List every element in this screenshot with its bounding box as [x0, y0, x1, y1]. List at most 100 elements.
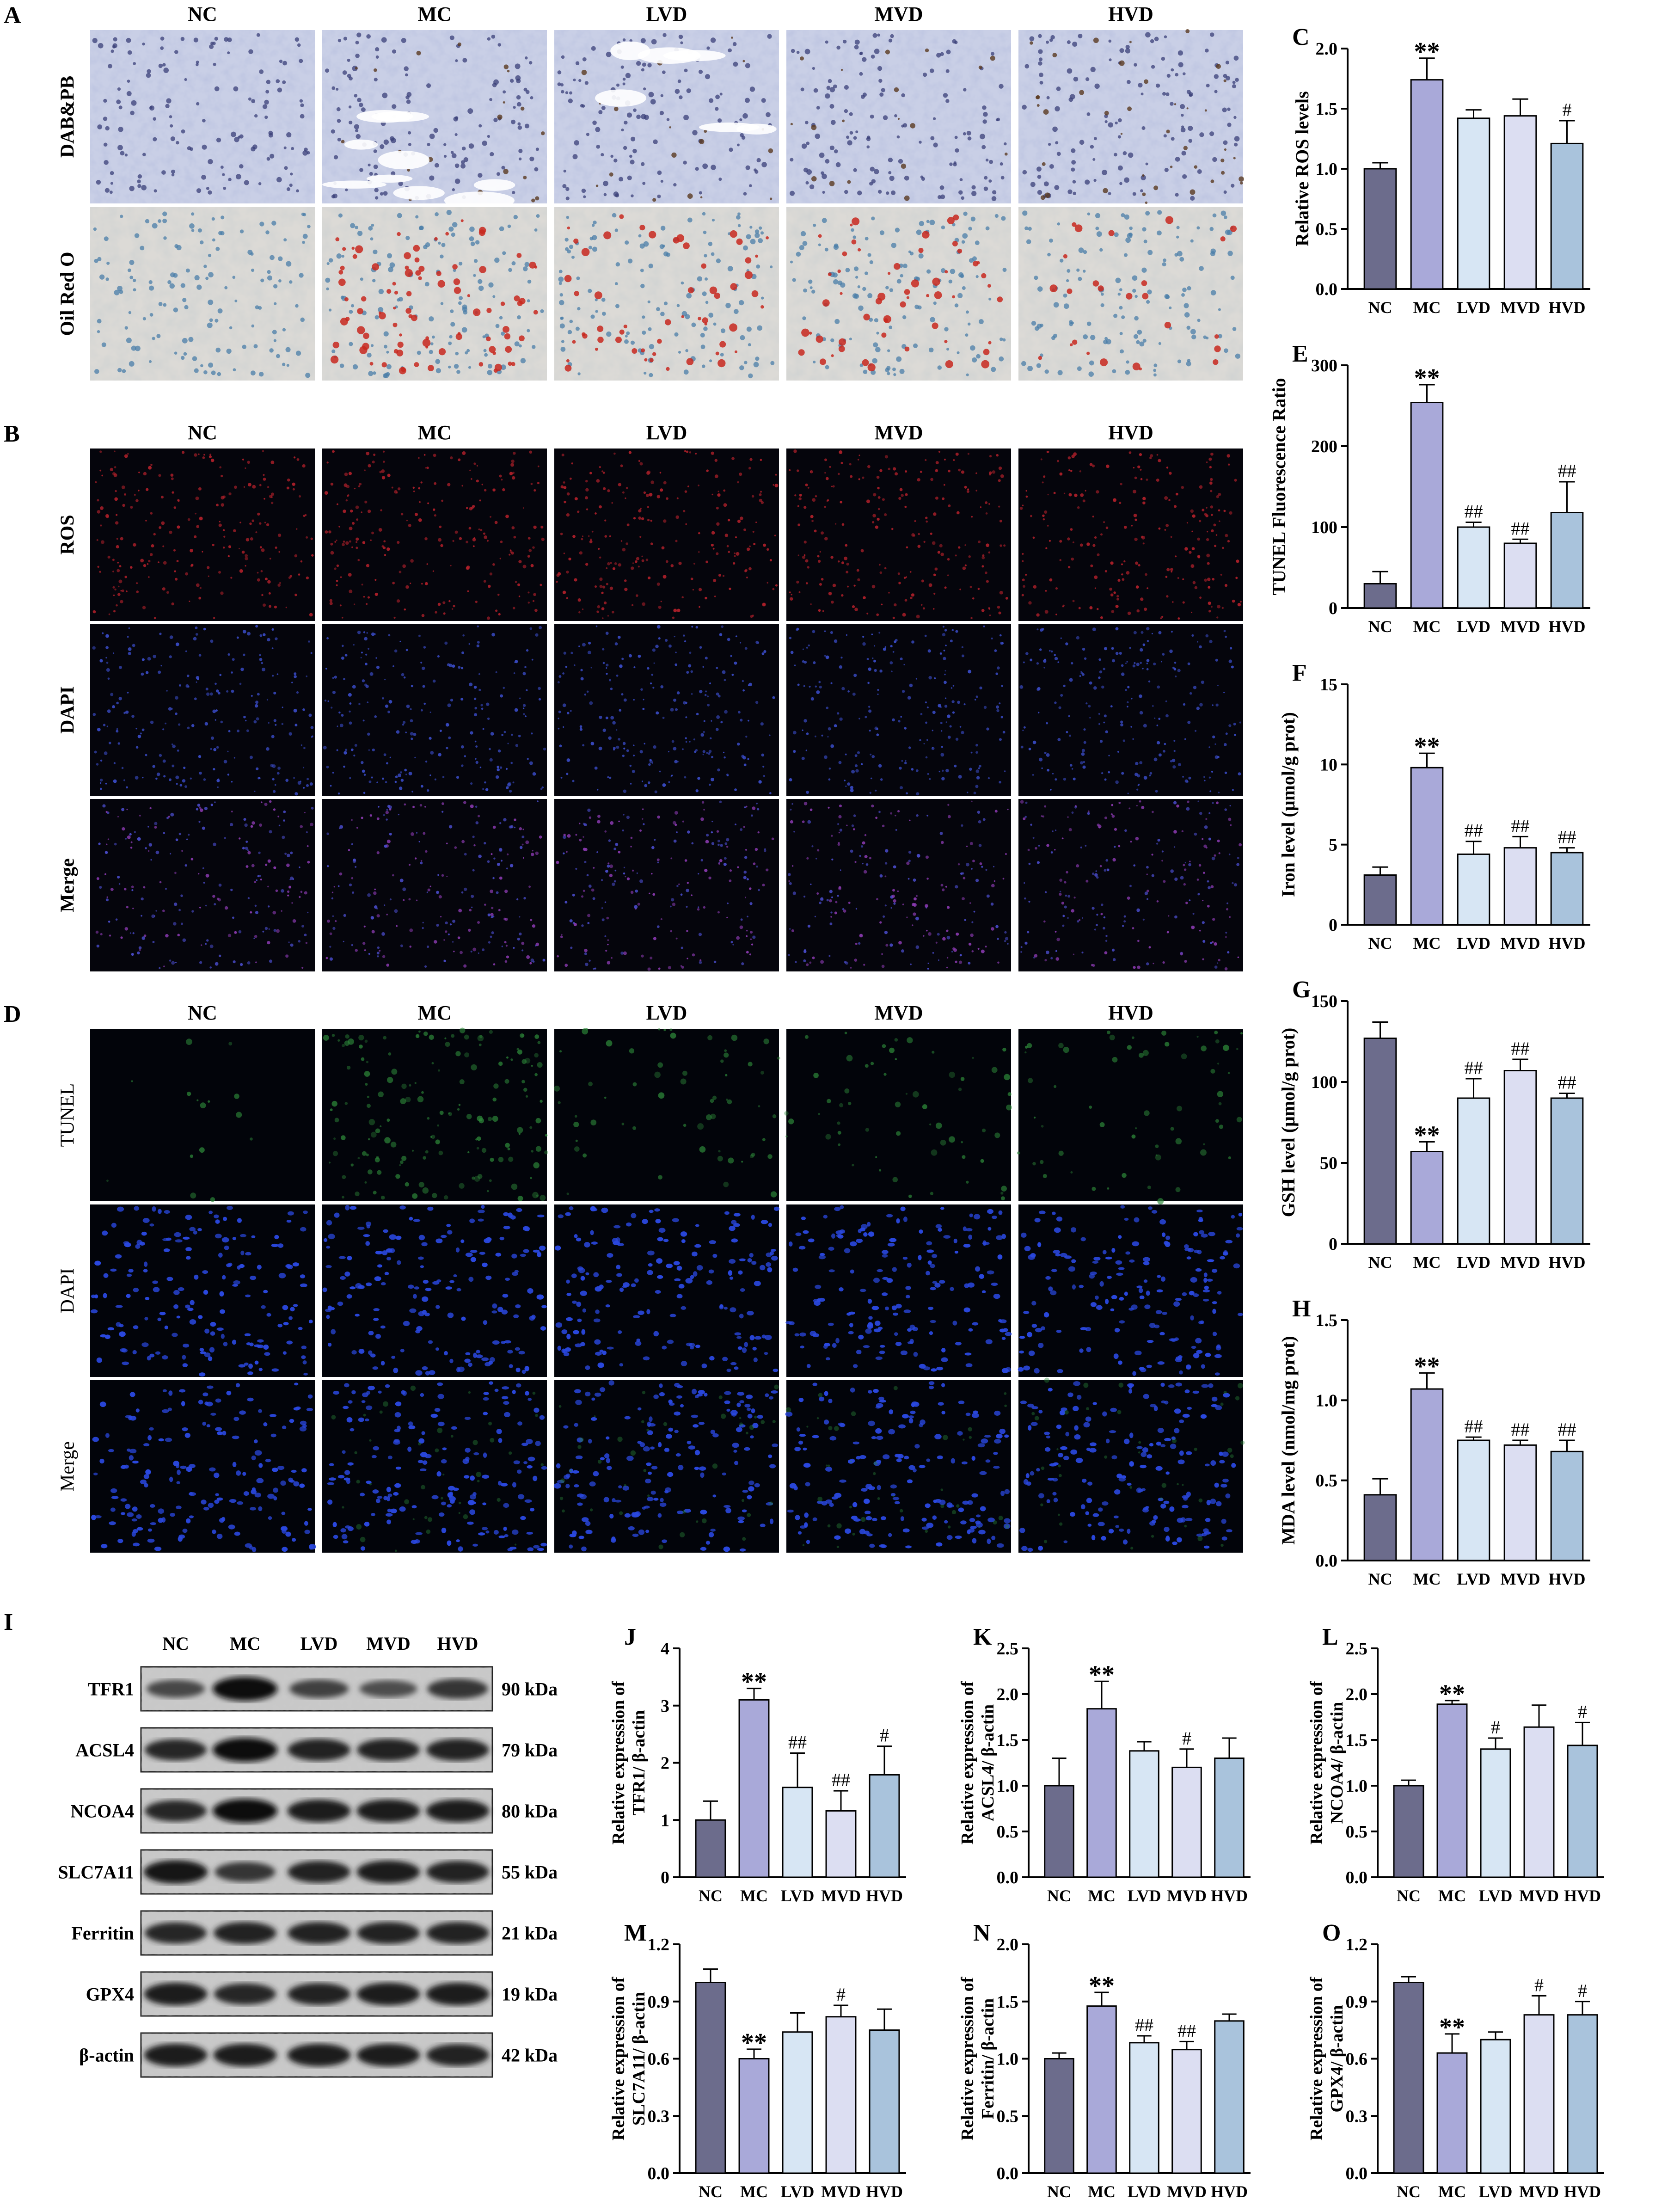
- y-tick-label: 150: [1311, 992, 1337, 1011]
- x-tick-label: NC: [699, 2182, 723, 2201]
- x-tick-label: MC: [740, 1886, 768, 1905]
- row-label: DAPI: [57, 686, 79, 734]
- oil-red-o-micrograph: [554, 207, 779, 381]
- y-tick-label: 15: [1320, 675, 1337, 694]
- x-tick-label: LVD: [1457, 617, 1490, 636]
- y-tick-label: 1.5: [1316, 99, 1338, 119]
- y-axis-label: Relative expression ofACSL4/ β-actin: [958, 1680, 998, 1844]
- x-tick-label: LVD: [1128, 1886, 1161, 1905]
- tunel-image: [322, 1028, 548, 1201]
- significance-mark: **: [741, 1668, 767, 1696]
- significance-mark: ##: [1511, 518, 1530, 539]
- y-axis-label: Iron level (μmol/g prot): [1278, 712, 1299, 897]
- bar: [1504, 1445, 1536, 1561]
- x-tick-label: HVD: [1549, 934, 1586, 952]
- group-header: HVD: [1108, 1002, 1153, 1024]
- blot-band: [214, 2044, 277, 2066]
- panel-letter-b: B: [4, 421, 20, 447]
- y-tick-label: 2.5: [1346, 1639, 1368, 1659]
- significance-mark: **: [1414, 1352, 1440, 1381]
- y-tick-label: 2: [661, 1754, 669, 1773]
- blot-band: [357, 1739, 420, 1761]
- x-tick-label: MVD: [821, 1886, 861, 1905]
- dapi-image: [1018, 1204, 1243, 1377]
- blot-band: [288, 1739, 350, 1761]
- x-tick-label: MC: [1413, 1253, 1441, 1272]
- x-tick-label: HVD: [1549, 298, 1586, 317]
- bar: [1130, 1751, 1159, 1877]
- dapi-image: [322, 1204, 547, 1377]
- panel-letter: J: [624, 1624, 636, 1650]
- bar: [1481, 1749, 1510, 1877]
- significance-mark: ##: [1465, 1416, 1483, 1437]
- blot-band: [288, 1983, 350, 2005]
- x-tick-label: NC: [1368, 1253, 1392, 1272]
- bar: [783, 1788, 812, 1877]
- y-tick-label: 50: [1320, 1154, 1337, 1173]
- y-tick-label: 200: [1311, 437, 1337, 456]
- oil-red-o-micrograph: [786, 207, 1011, 381]
- blot-band: [214, 1984, 276, 2005]
- x-tick-label: NC: [1368, 1570, 1392, 1588]
- blot-band: [144, 2044, 208, 2066]
- blot-kda-label: 19 kDa: [502, 1984, 558, 2005]
- x-tick-label: HVD: [866, 1886, 903, 1905]
- y-tick-label: 0.5: [1316, 1471, 1338, 1491]
- oil-red-o-micrograph: [1018, 207, 1243, 381]
- bar: [1411, 768, 1443, 925]
- y-tick-label: 5: [1329, 836, 1337, 855]
- bar: [1504, 848, 1536, 925]
- significance-mark: **: [741, 2028, 767, 2057]
- bar: [739, 1700, 769, 1877]
- blot-band: [288, 2044, 351, 2066]
- panel-b-fluorescence-images: [90, 449, 1243, 971]
- bar: [1172, 2050, 1202, 2173]
- y-tick-label: 0.6: [1346, 2050, 1368, 2069]
- blot-strip: [141, 1972, 492, 2016]
- tunel-image: [784, 1029, 1012, 1201]
- significance-mark: #: [1578, 1980, 1587, 2001]
- y-tick-label: 0.0: [997, 2164, 1019, 2183]
- bar: [870, 2030, 899, 2173]
- bar: [1568, 2015, 1597, 2173]
- y-axis-label: Relative ROS levels: [1292, 91, 1312, 246]
- x-tick-label: HVD: [1549, 1253, 1586, 1272]
- x-tick-label: MVD: [1167, 2182, 1207, 2201]
- y-tick-label: 10: [1320, 755, 1337, 774]
- bar: [1364, 875, 1396, 925]
- panel-letter: N: [973, 1920, 991, 1946]
- blot-band: [426, 1983, 490, 2005]
- y-tick-label: 100: [1311, 518, 1337, 537]
- merge-image: [1018, 799, 1243, 971]
- significance-mark: ##: [1558, 1419, 1576, 1440]
- y-tick-label: 300: [1311, 356, 1337, 375]
- blot-protein-label: SLC7A11: [58, 1862, 135, 1883]
- y-axis-label: Relative expression ofSLC7A11/ β-actin: [609, 1976, 649, 2140]
- blot-band: [288, 1861, 350, 1883]
- oil-red-o-micrograph: [90, 207, 315, 381]
- bar: [870, 1775, 899, 1877]
- tunel-image: [90, 1029, 315, 1202]
- dab-pb-micrograph: [1018, 29, 1244, 204]
- merge-image: [322, 799, 547, 971]
- y-tick-label: 1.2: [1346, 1935, 1368, 1954]
- bar: [1551, 143, 1583, 289]
- blot-band: [357, 2044, 420, 2066]
- oil-red-o-micrograph: [322, 207, 547, 381]
- bar: [1394, 1983, 1423, 2174]
- blot-band: [213, 1799, 277, 1823]
- group-header: MVD: [874, 3, 923, 25]
- significance-mark: ##: [1465, 501, 1483, 522]
- y-tick-label: 0.0: [1346, 1868, 1368, 1887]
- blot-protein-label: GPX4: [86, 1984, 134, 2005]
- bar: [1437, 1704, 1467, 1877]
- blot-band: [144, 1860, 208, 1884]
- row-label: ROS: [57, 515, 79, 554]
- x-tick-label: MVD: [1501, 934, 1540, 952]
- bar: [1458, 854, 1490, 925]
